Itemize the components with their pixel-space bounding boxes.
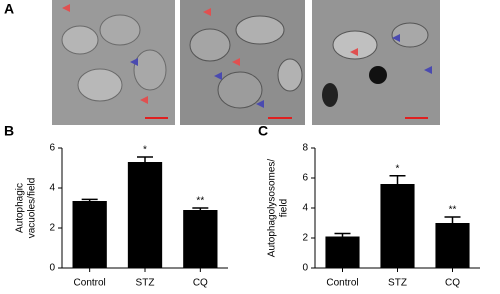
y-tick-label: 0 [49,263,55,274]
y-axis-label: Autophagolysosomes/ [267,159,278,258]
x-tick-label: STZ [388,278,407,289]
significance-label: ** [196,196,204,207]
micrograph [312,0,440,125]
micrograph [180,0,305,125]
y-tick-label: 2 [302,233,308,244]
x-tick-label: CQ [445,278,460,289]
y-axis-label: field [279,199,290,217]
y-tick-label: 6 [49,143,55,154]
bar [325,236,360,268]
significance-label: * [396,163,400,174]
panel-label: C [258,123,268,139]
bar [127,162,163,268]
y-tick-label: 6 [302,173,308,184]
bar [72,201,107,268]
micrograph [52,0,175,125]
bar [183,210,218,268]
y-tick-label: 4 [49,183,55,194]
y-axis-label: Autophagic [15,183,26,233]
y-tick-label: 2 [49,223,55,234]
x-tick-label: CQ [193,278,208,289]
y-tick-label: 8 [302,143,308,154]
panel-label: A [4,1,14,17]
significance-label: * [143,145,147,156]
panel-label: B [4,123,14,139]
x-tick-label: STZ [136,278,155,289]
y-tick-label: 0 [302,263,308,274]
y-axis-label: vacuoles/field [27,178,38,239]
y-tick-label: 4 [302,203,308,214]
x-tick-label: Control [326,278,358,289]
x-tick-label: Control [74,278,106,289]
significance-label: ** [449,205,457,216]
bar [435,223,470,268]
bar [380,184,415,268]
